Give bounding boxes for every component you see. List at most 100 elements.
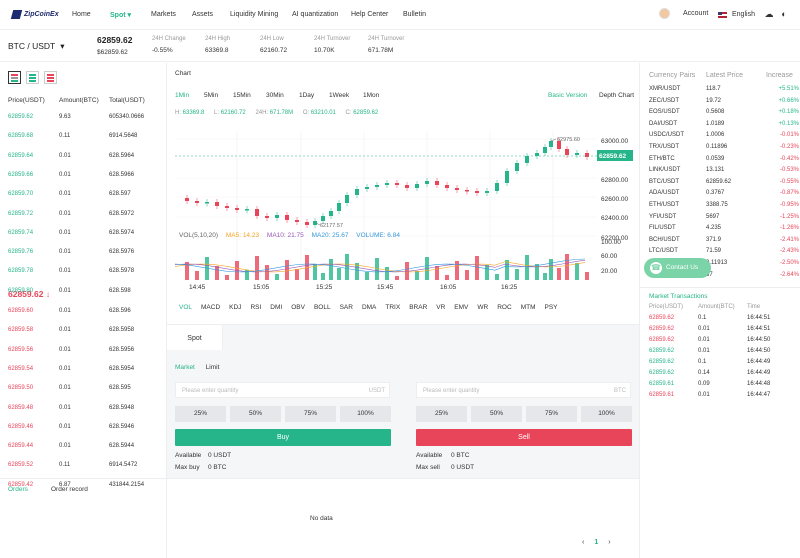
tab-market[interactable]: Market [175, 364, 195, 371]
pair-selector[interactable]: BTC / USDT ▾ [8, 41, 65, 52]
indicator-tab-vol[interactable]: VOL [179, 304, 193, 311]
sell-25-button[interactable]: 25% [416, 406, 467, 422]
interval-1week[interactable]: 1Week [329, 92, 350, 99]
market-row[interactable]: ZEC/USDT 19.72 +0.66% [649, 98, 799, 107]
market-row[interactable]: EOS/USDT 0.5608 +0.18% [649, 109, 799, 118]
buy-button[interactable]: Buy [175, 429, 391, 446]
depth-chart-toggle[interactable]: Depth Chart [599, 92, 635, 99]
candlestick-chart[interactable]: 62859.62 63000.00 62800.00 62600.00 6240… [167, 123, 639, 298]
orderbook-row[interactable]: 62859.76 0.01 628.5976 [8, 249, 163, 257]
next-page-icon[interactable]: › [608, 539, 611, 546]
buy-100-button[interactable]: 100% [340, 406, 391, 422]
orderbook-row[interactable]: 62859.54 0.01 628.5954 [8, 366, 163, 374]
nav-help-center[interactable]: Help Center [351, 11, 389, 18]
interval-1mon[interactable]: 1Mon [363, 92, 380, 99]
buy-75-button[interactable]: 75% [285, 406, 336, 422]
indicator-tab-obv[interactable]: OBV [291, 304, 305, 311]
orderbook-row[interactable]: 62859.66 0.01 628.5966 [8, 172, 163, 180]
market-row[interactable]: LTC/USDT 71.59 -2.43% [649, 248, 799, 257]
orderbook-row[interactable]: 62859.74 0.01 628.5974 [8, 230, 163, 238]
orderbook-row[interactable]: 62859.62 9.63 605340.0666 [8, 114, 163, 122]
indicator-tab-rsi[interactable]: RSI [250, 304, 262, 311]
nav-home[interactable]: Home [72, 11, 91, 18]
buy-25-button[interactable]: 25% [175, 406, 226, 422]
nav-spot[interactable]: Spot ▾ [110, 12, 132, 19]
indicator-tab-dmi[interactable]: DMI [270, 304, 283, 311]
market-row[interactable]: LINK/USDT 13.131 -0.53% [649, 167, 799, 176]
indicator-tab-wr[interactable]: WR [477, 304, 489, 311]
indicator-tab-mtm[interactable]: MTM [520, 304, 536, 311]
interval-5min[interactable]: 5Min [204, 92, 219, 99]
basic-version-toggle[interactable]: Basic Version [548, 92, 588, 99]
market-row[interactable]: XMR/USDT 118.7 +5.51% [649, 86, 799, 95]
orderbook-row[interactable]: 62859.44 0.01 628.5944 [8, 443, 163, 451]
theme-icon[interactable]: ◐ [781, 9, 787, 19]
book-both-icon[interactable] [8, 71, 21, 84]
nav-ai-quantization[interactable]: AI quantization [292, 11, 339, 18]
page-number[interactable]: 1 [594, 539, 599, 546]
sell-75-button[interactable]: 75% [526, 406, 577, 422]
buy-quantity-input[interactable]: Please enter quantity USDT [175, 382, 390, 398]
orderbook-row[interactable]: 62859.46 0.01 628.5946 [8, 424, 163, 432]
orderbook-row[interactable]: 62859.70 0.01 628.597 [8, 191, 163, 199]
sell-100-button[interactable]: 100% [581, 406, 632, 422]
market-row[interactable]: ADA/USDT 0.3767 -0.87% [649, 190, 799, 199]
market-row[interactable]: USDC/USDT 1.0006 -0.01% [649, 132, 799, 141]
orderbook-row[interactable]: 62859.50 0.01 628.595 [8, 385, 163, 393]
nav-markets[interactable]: Markets [151, 11, 176, 18]
tab-limit[interactable]: Limit [205, 364, 220, 371]
indicator-tab-boll[interactable]: BOLL [313, 304, 331, 311]
market-row[interactable]: ETH/USDT 3388.75 -0.95% [649, 202, 799, 211]
indicator-tab-brar[interactable]: BRAR [409, 304, 428, 311]
brand-logo[interactable]: ZipCoinEx [10, 10, 59, 19]
orderbook-row[interactable]: 62859.52 0.11 6914.5472 [8, 462, 163, 470]
nav-assets[interactable]: Assets [192, 11, 214, 18]
indicator-tab-macd[interactable]: MACD [201, 304, 221, 311]
market-row[interactable]: BCH/USDT 371.9 -2.41% [649, 237, 799, 246]
interval-30min[interactable]: 30Min [266, 92, 284, 99]
market-row[interactable]: YFI/USDT 5697 -1.25% [649, 214, 799, 223]
indicator-tab-roc[interactable]: ROC [497, 304, 512, 311]
language-selector[interactable]: English [718, 11, 755, 18]
indicator-tab-kdj[interactable]: KDJ [229, 304, 242, 311]
market-row[interactable]: 67 -2.64% [649, 272, 799, 281]
orderbook-row[interactable]: 62859.64 0.01 628.5964 [8, 153, 163, 161]
orderbook-row[interactable]: 62859.58 0.01 628.5958 [8, 327, 163, 335]
orderbook-row[interactable]: 62859.72 0.01 628.5972 [8, 211, 163, 219]
orderbook-row[interactable]: 62859.42 6.87 431844.2154 [8, 482, 163, 490]
sell-50-button[interactable]: 50% [471, 406, 522, 422]
indicator-tab-emv[interactable]: EMV [454, 304, 469, 311]
nav-liquidity-mining[interactable]: Liquidity Mining [230, 11, 279, 18]
buy-50-button[interactable]: 50% [230, 406, 281, 422]
contact-us-button[interactable]: ☎ Contact Us [644, 258, 711, 278]
indicator-tab-sar[interactable]: SAR [339, 304, 353, 311]
orderbook-row[interactable]: 62859.80 0.01 628.598 [8, 288, 163, 296]
interval-1min[interactable]: 1Min [175, 92, 190, 99]
indicator-tab-vr[interactable]: VR [436, 304, 446, 311]
orderbook-row[interactable]: 62859.78 0.01 628.5978 [8, 268, 163, 276]
market-row[interactable]: FIL/USDT 4.235 -1.26% [649, 225, 799, 234]
orderbook-row[interactable]: 62859.48 0.01 628.5948 [8, 405, 163, 413]
market-row[interactable]: ETH/BTC 0.0539 -0.42% [649, 156, 799, 165]
tab-orders[interactable]: Orders [8, 486, 28, 493]
indicator-tab-psy[interactable]: PSY [544, 304, 558, 311]
orderbook-row[interactable]: 62859.68 0.11 6914.5648 [8, 133, 163, 141]
market-row[interactable]: BTC/USDT 62859.62 -0.55% [649, 179, 799, 188]
interval-15min[interactable]: 15Min [233, 92, 251, 99]
book-asks-icon[interactable] [44, 71, 57, 84]
indicator-tab-dma[interactable]: DMA [361, 304, 377, 311]
tab-order-record[interactable]: Order record [51, 486, 88, 493]
interval-1day[interactable]: 1Day [299, 92, 315, 99]
orderbook-row[interactable]: 62859.60 0.01 628.596 [8, 308, 163, 316]
book-bids-icon[interactable] [26, 71, 39, 84]
sell-quantity-input[interactable]: Please enter quantity BTC [416, 382, 631, 398]
indicator-tab-trix[interactable]: TRIX [385, 304, 401, 311]
market-row[interactable]: TRX/USDT 0.11896 -0.23% [649, 144, 799, 153]
sell-button[interactable]: Sell [416, 429, 632, 446]
nav-bulletin[interactable]: Bulletin [403, 11, 426, 18]
tab-spot[interactable]: Spot [167, 325, 223, 350]
account-menu[interactable]: Account [659, 8, 708, 19]
prev-page-icon[interactable]: ‹ [582, 539, 585, 546]
market-row[interactable]: DAI/USDT 1.0189 +0.13% [649, 121, 799, 130]
orderbook-row[interactable]: 62859.56 0.01 628.5956 [8, 347, 163, 355]
